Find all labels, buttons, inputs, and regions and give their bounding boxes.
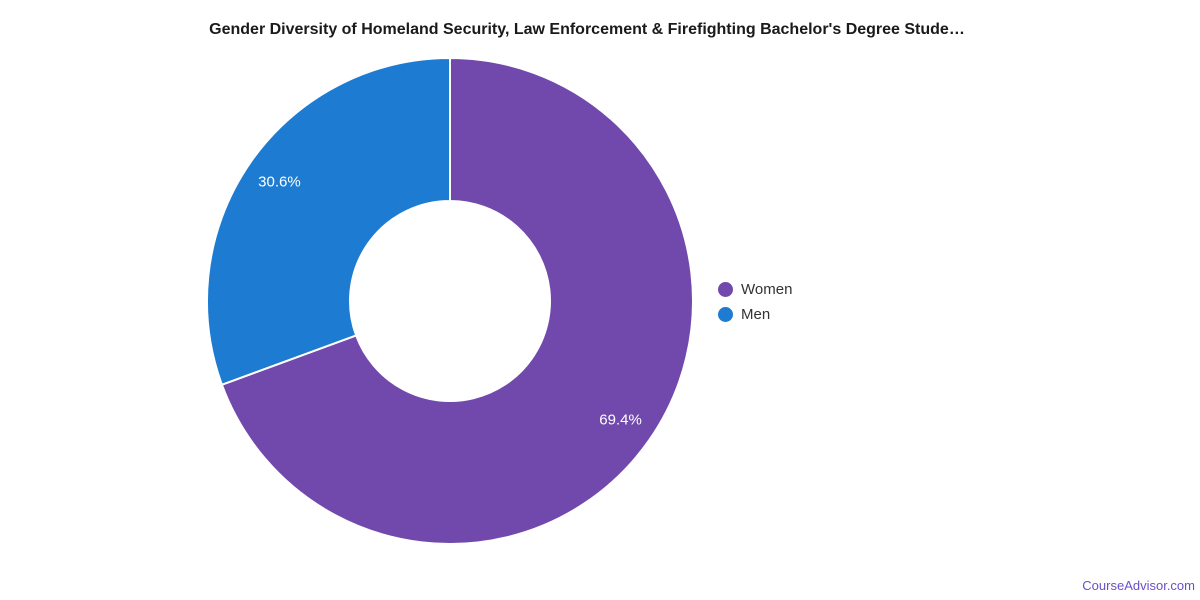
legend-label-women: Women [741,281,793,298]
legend-item-men[interactable]: Men [718,302,792,327]
courseadvisor-watermark-link[interactable]: CourseAdvisor.com [1082,578,1195,593]
pie-slice-women[interactable] [220,57,694,545]
legend-item-women[interactable]: Women [718,277,792,302]
chart-title: Gender Diversity of Homeland Security, L… [209,21,965,38]
pie-slice-men[interactable] [206,57,451,386]
legend-marker-men [718,307,733,322]
legend-marker-women [718,282,733,297]
slice-label-women: 69.4% [599,412,642,429]
legend: Women Men [718,277,792,327]
legend-label-men: Men [741,306,771,323]
slice-label-men: 30.6% [258,173,301,190]
